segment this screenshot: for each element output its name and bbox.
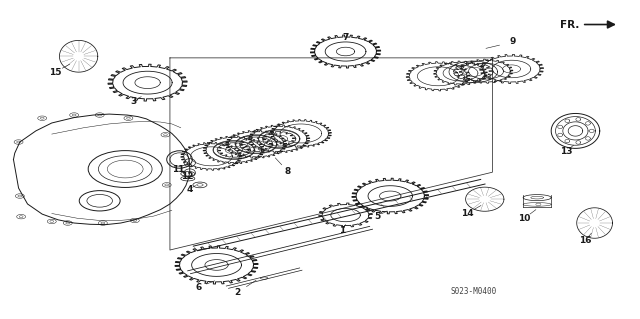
Text: 14: 14	[461, 209, 473, 218]
Text: S023-M0400: S023-M0400	[450, 287, 497, 296]
Text: 13: 13	[559, 147, 572, 156]
Text: 10: 10	[518, 214, 531, 223]
Text: 7: 7	[342, 33, 349, 42]
Text: 3: 3	[131, 97, 137, 106]
Text: 8: 8	[285, 167, 291, 176]
Text: 15: 15	[49, 68, 61, 77]
Text: 12: 12	[181, 172, 193, 181]
Text: 2: 2	[234, 288, 240, 297]
Text: 4: 4	[186, 184, 193, 194]
Text: 9: 9	[509, 38, 516, 47]
Text: 5: 5	[374, 211, 381, 220]
Text: 1: 1	[339, 226, 346, 235]
Text: 16: 16	[579, 236, 591, 245]
Text: 6: 6	[196, 283, 202, 292]
Text: FR.: FR.	[560, 20, 579, 31]
Text: 11: 11	[172, 165, 184, 174]
